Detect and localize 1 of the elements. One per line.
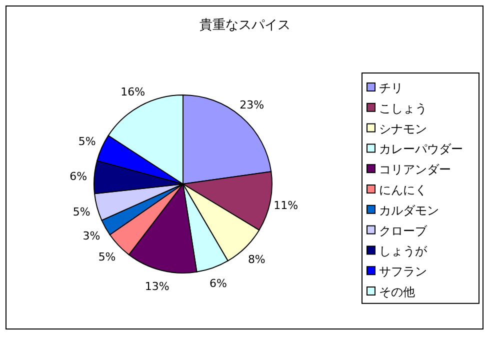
title: 貴重なスパイス — [200, 18, 290, 33]
